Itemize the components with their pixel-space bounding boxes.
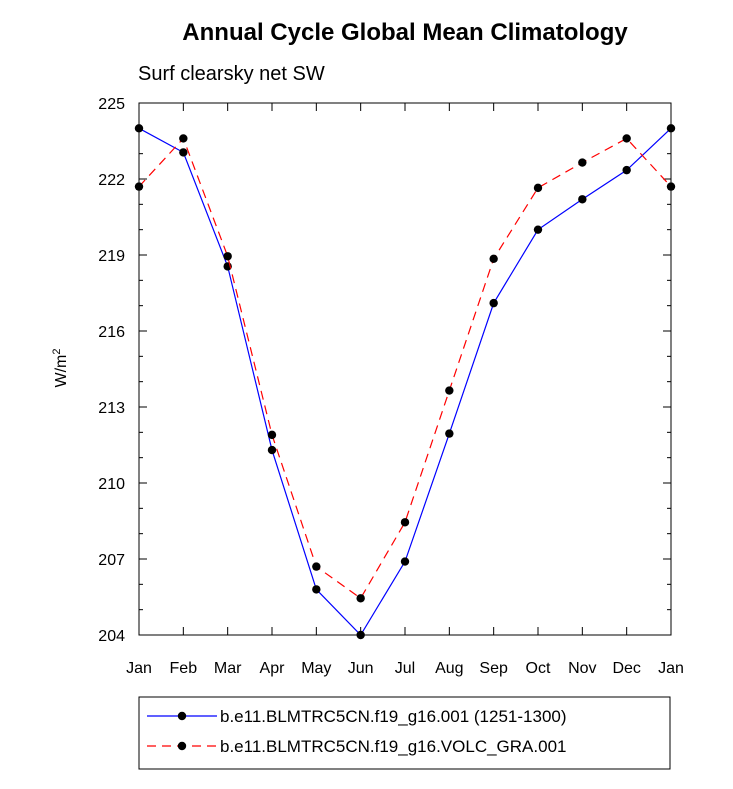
series-2-point — [223, 252, 232, 261]
series-2-point — [533, 183, 543, 193]
y-tick-label: 222 — [98, 172, 125, 189]
x-tick-label: Feb — [170, 660, 198, 677]
legend-label-1: b.e11.BLMTRC5CN.f19_g16.001 (1251-1300) — [220, 707, 567, 726]
chart-title: Annual Cycle Global Mean Climatology — [182, 19, 628, 46]
x-tick-label: Aug — [435, 660, 463, 677]
y-tick-label: 210 — [98, 476, 125, 493]
x-tick-label: Oct — [526, 660, 551, 677]
x-tick-label: Jul — [395, 660, 415, 677]
series-2-point — [445, 386, 454, 395]
y-axis-label-superscript: 2 — [51, 349, 63, 355]
y-tick-labels: 204 207 210 213 216 219 222 225 — [98, 96, 125, 645]
x-tick-label: May — [301, 660, 331, 677]
x-tick-label: Jun — [348, 660, 374, 677]
series-1-point — [312, 585, 321, 594]
series-2-point — [489, 254, 498, 263]
series-1-point — [622, 165, 631, 175]
series-1-point — [533, 225, 543, 234]
legend-marker-1 — [177, 711, 187, 721]
series-2-point — [578, 158, 587, 167]
series-2-point — [312, 562, 321, 571]
axis-ticks — [138, 102, 672, 636]
series-2-point — [356, 594, 365, 603]
x-tick-label: Jan — [126, 660, 152, 677]
y-tick-label: 213 — [98, 400, 125, 417]
series-2-point — [400, 518, 410, 527]
series-2-point — [179, 134, 188, 143]
x-tick-label: Mar — [214, 660, 242, 677]
series-1-point — [578, 195, 587, 204]
legend: b.e11.BLMTRC5CN.f19_g16.001 (1251-1300) b… — [138, 696, 671, 770]
series-1-point — [445, 429, 454, 438]
y-tick-label: 204 — [98, 628, 125, 645]
series-1-point — [489, 298, 498, 308]
series-2-point — [622, 134, 631, 143]
series-1-point — [400, 557, 410, 566]
y-tick-label: 225 — [98, 96, 125, 113]
x-tick-label: Apr — [260, 660, 286, 677]
y-axis-label-text: W/m — [53, 355, 70, 388]
legend-box — [138, 696, 671, 770]
chart-subtitle: Surf clearsky net SW — [138, 63, 325, 85]
series-2-point — [267, 430, 277, 440]
x-tick-labels: Jan Feb Mar Apr May Jun Jul Aug Sep Oct Nov Dec Jan — [126, 660, 684, 677]
series-layer — [134, 124, 676, 640]
x-tick-label: Sep — [479, 660, 508, 677]
x-tick-label: Dec — [612, 660, 640, 677]
x-tick-label: Nov — [568, 660, 596, 677]
svg-text:W/m2: W/m2 — [51, 349, 70, 388]
series-1-point — [179, 148, 188, 157]
x-tick-label: Jan — [658, 660, 684, 677]
y-tick-label: 207 — [98, 552, 125, 569]
legend-marker-2 — [177, 741, 187, 751]
series-line-2 — [138, 137, 672, 600]
y-tick-label: 216 — [98, 324, 125, 341]
y-axis-label: W/m2 — [51, 349, 70, 388]
legend-label-2: b.e11.BLMTRC5CN.f19_g16.VOLC_GRA.001 — [220, 737, 566, 756]
plot-frame — [138, 102, 672, 636]
series-1-point — [267, 445, 277, 455]
y-tick-label: 219 — [98, 248, 125, 265]
